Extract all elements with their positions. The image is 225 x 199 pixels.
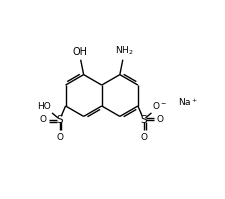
Text: Na$^+$: Na$^+$ xyxy=(178,96,198,108)
Text: NH$_2$: NH$_2$ xyxy=(115,45,133,57)
Text: S: S xyxy=(141,115,147,125)
Text: O: O xyxy=(140,133,147,142)
Text: O: O xyxy=(157,115,164,124)
Text: O$^-$: O$^-$ xyxy=(153,100,167,111)
Text: O: O xyxy=(40,115,47,124)
Text: S: S xyxy=(56,115,63,125)
Text: HO: HO xyxy=(37,102,51,111)
Text: OH: OH xyxy=(72,47,87,57)
Text: O: O xyxy=(56,133,63,142)
